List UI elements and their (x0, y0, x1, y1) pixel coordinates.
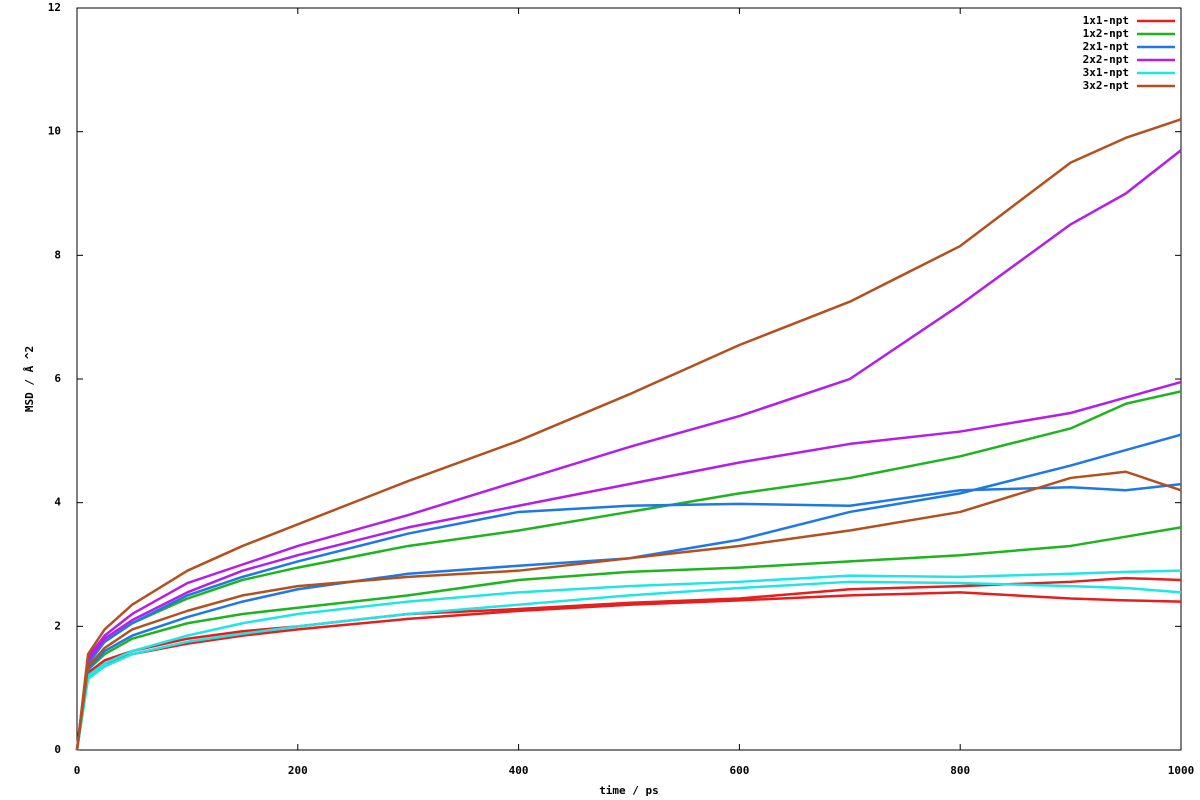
legend-label: 3x2-npt (1083, 79, 1129, 92)
series-line (75, 580, 1182, 751)
y-tick-label: 0 (54, 743, 61, 756)
x-tick-label: 200 (288, 764, 308, 777)
series-line (75, 118, 1182, 751)
y-tick-label: 4 (54, 496, 61, 509)
x-tick-label: 800 (950, 764, 970, 777)
x-axis-label: time / ps (599, 784, 659, 797)
x-tick-label: 400 (509, 764, 529, 777)
y-tick-label: 12 (48, 1, 61, 14)
series-line (75, 433, 1182, 751)
series-line (75, 576, 1182, 751)
series-line (75, 470, 1182, 751)
y-tick-label: 10 (48, 125, 61, 138)
legend-label: 2x2-npt (1083, 53, 1129, 66)
y-tick-label: 2 (54, 619, 61, 632)
series-line (75, 380, 1182, 751)
series-line (75, 482, 1182, 751)
x-tick-label: 600 (729, 764, 749, 777)
x-tick-label: 1000 (1168, 764, 1195, 777)
legend-label: 1x2-npt (1083, 27, 1129, 40)
plot-frame (76, 7, 1182, 751)
legend-label: 2x1-npt (1083, 40, 1129, 53)
legend-label: 1x1-npt (1083, 14, 1129, 27)
y-tick-label: 8 (54, 248, 61, 261)
legend-label: 3x1-npt (1083, 66, 1129, 79)
x-tick-label: 0 (74, 764, 81, 777)
series-line (75, 149, 1182, 751)
series-line (75, 526, 1182, 751)
y-tick-label: 6 (54, 372, 61, 385)
series-line (75, 591, 1182, 751)
series-line (75, 569, 1182, 751)
y-axis-label: MSD / Å ^2 (23, 346, 36, 412)
